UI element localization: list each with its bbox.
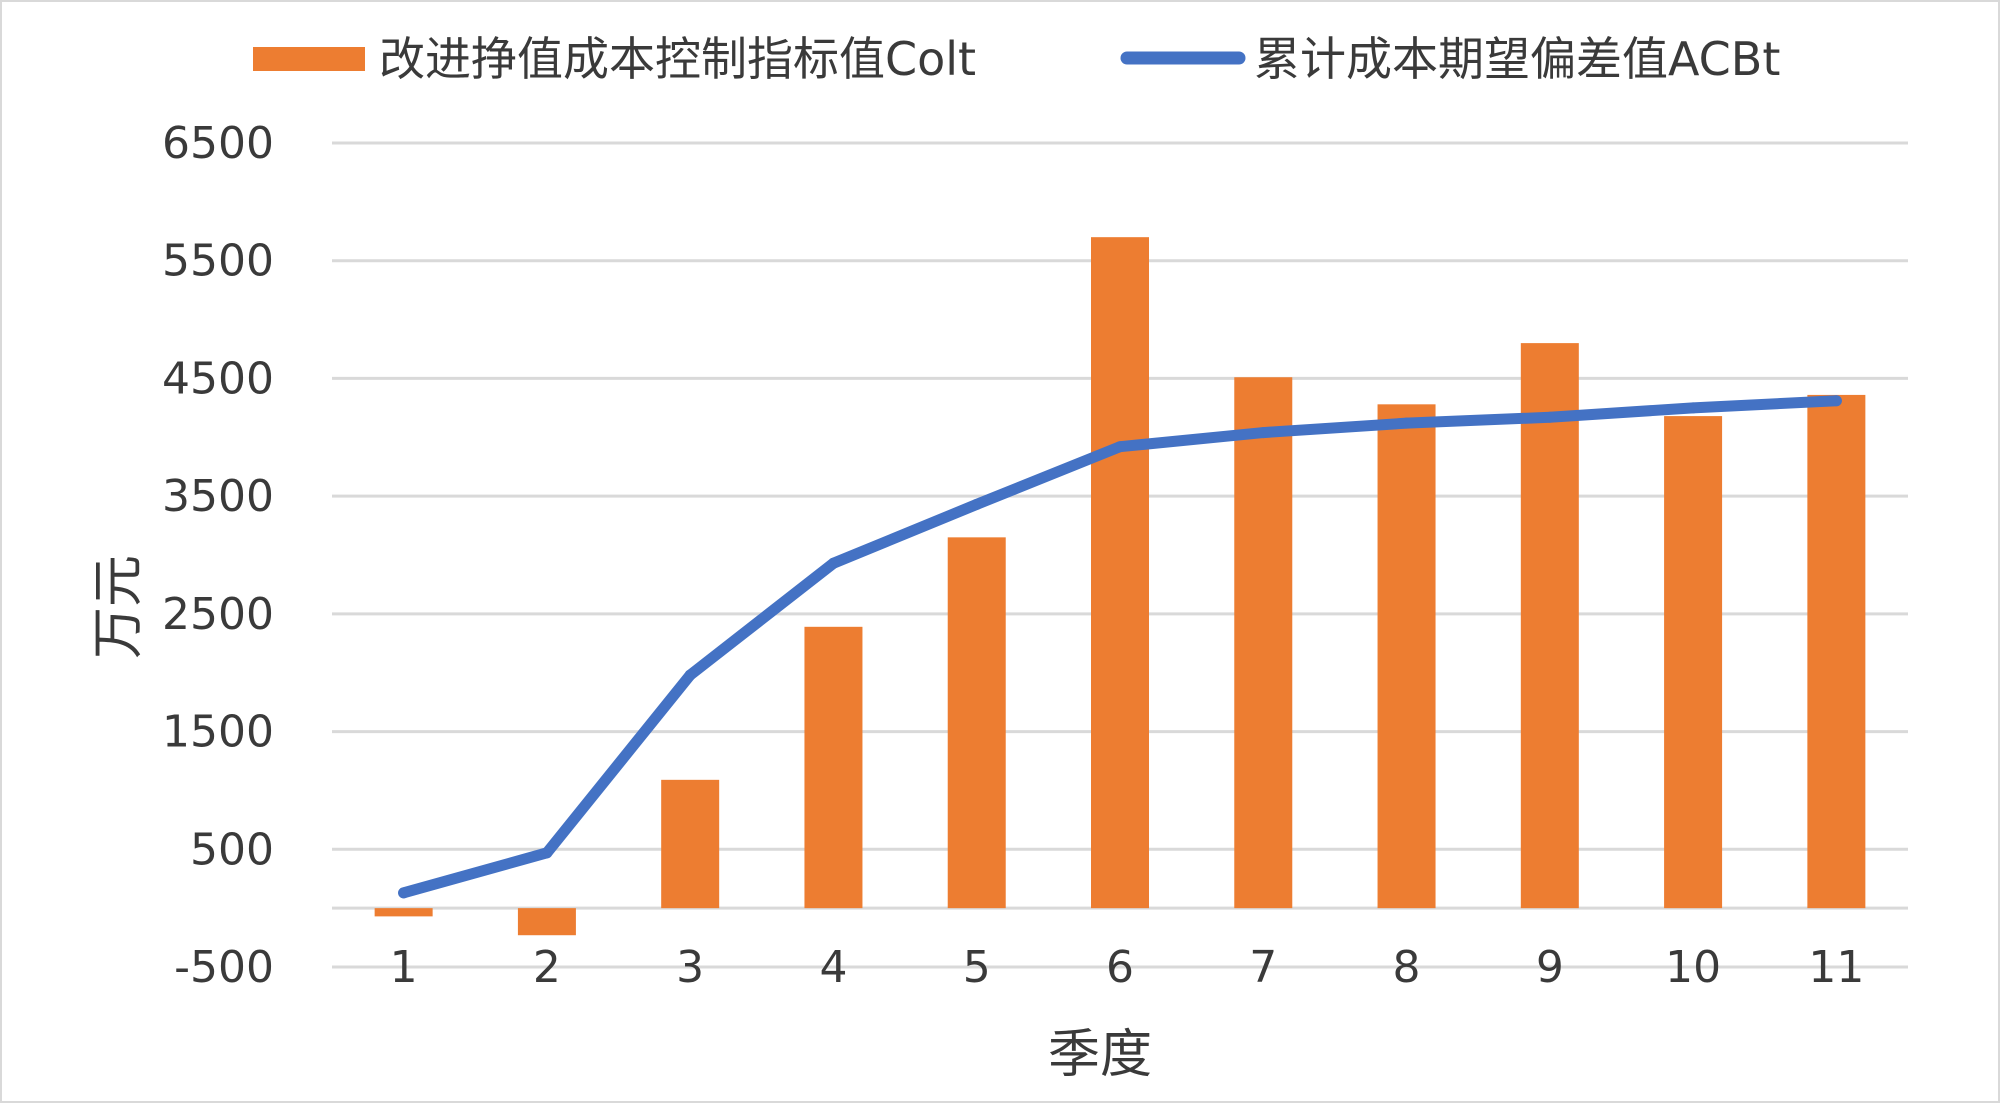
bar: [1520, 343, 1579, 909]
line-point: [684, 669, 696, 681]
y-tick-label: 4500: [162, 353, 274, 404]
x-tick-label: 10: [1665, 942, 1721, 993]
y-tick-label: 500: [190, 824, 274, 875]
x-tick-label: 4: [819, 942, 847, 993]
legend: 改进挣值成本控制指标值Colt 累计成本期望偏差值ACBt: [253, 32, 1780, 86]
bar: [1664, 416, 1723, 909]
x-tick-label: 3: [676, 942, 704, 993]
legend-bar-label: 改进挣值成本控制指标值Colt: [379, 32, 976, 86]
line-point: [1257, 427, 1269, 439]
bar: [1807, 394, 1866, 909]
line-point: [541, 847, 553, 859]
legend-line-label: 累计成本期望偏差值ACBt: [1254, 32, 1780, 86]
bar: [947, 537, 1006, 909]
legend-bar-swatch: [253, 47, 365, 71]
x-tick-label: 1: [390, 942, 418, 993]
bar: [1091, 237, 1149, 909]
x-tick-label: 8: [1393, 942, 1421, 993]
line-series: [398, 395, 1842, 899]
y-tick-label: 3500: [162, 471, 274, 522]
line-point: [1401, 417, 1413, 429]
line-point: [1830, 395, 1842, 407]
x-tick-label: 5: [963, 942, 991, 993]
x-tick-label: 2: [533, 942, 561, 993]
line-point: [1544, 411, 1556, 423]
x-tick-label: 6: [1106, 942, 1134, 993]
y-tick-label: 2500: [162, 589, 274, 640]
bar: [1234, 377, 1293, 909]
x-axis-title: 季度: [1048, 1025, 1152, 1085]
bar: [804, 626, 863, 909]
y-tick-label: 1500: [162, 707, 274, 758]
x-tick-label: 7: [1249, 942, 1277, 993]
line-point: [398, 887, 410, 899]
bar: [374, 908, 433, 917]
y-tick-label: 6500: [162, 118, 274, 169]
bar: [1377, 404, 1436, 909]
x-tick-label: 11: [1808, 942, 1864, 993]
line-point: [1687, 402, 1699, 414]
line-point: [971, 498, 983, 510]
y-axis-ticks: -500 500 1500 2500 3500 4500 5500 6500: [162, 118, 274, 993]
y-tick-label: -500: [174, 942, 274, 993]
line-point: [827, 557, 839, 569]
y-tick-label: 5500: [162, 236, 274, 287]
y-axis-title: 万元: [89, 555, 149, 659]
bar-series: [374, 237, 1866, 936]
x-axis-ticks: 1 2 3 4 5 6 7 8 9 10 11: [390, 942, 1865, 993]
bar: [661, 779, 720, 909]
line-point: [1114, 441, 1126, 453]
x-tick-label: 9: [1536, 942, 1564, 993]
bar: [517, 908, 576, 936]
